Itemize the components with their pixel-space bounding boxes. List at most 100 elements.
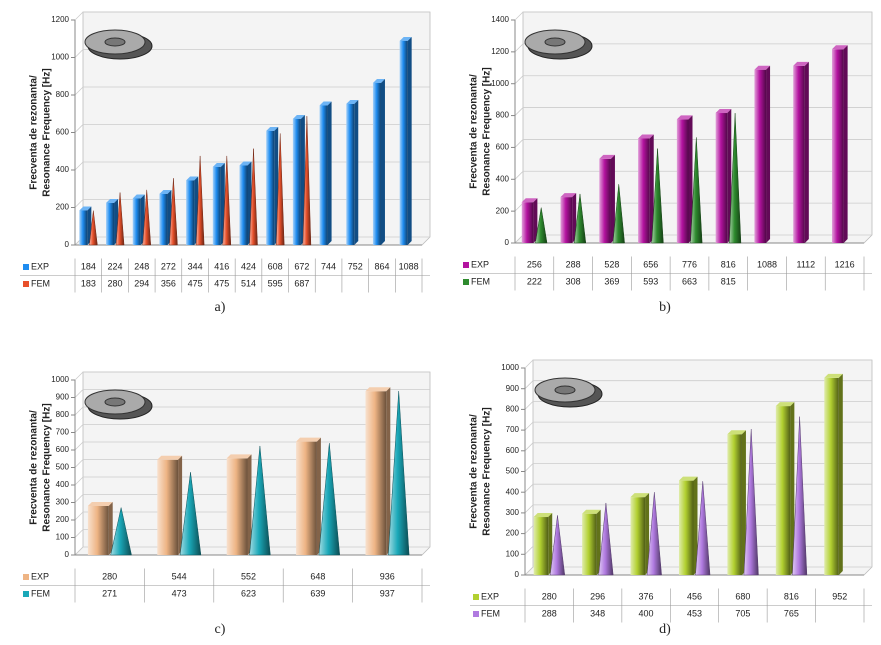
bar [400, 41, 408, 245]
table-value: 952 [832, 591, 847, 601]
legend-swatch [23, 591, 29, 597]
bar [522, 202, 534, 243]
bar-side [805, 62, 809, 243]
y-tick-label: 500 [56, 463, 70, 472]
bar-top [157, 456, 182, 460]
guitar-icon [105, 398, 125, 406]
table-value: 608 [268, 261, 283, 271]
table-value: 687 [294, 278, 309, 288]
bar [793, 66, 805, 243]
legend-label: EXP [31, 571, 49, 581]
bar-side [109, 502, 113, 555]
table-value: 705 [735, 608, 750, 618]
table-value: 544 [172, 571, 187, 581]
table-value: 776 [682, 259, 697, 269]
legend-swatch [473, 611, 479, 617]
y-tick-label: 0 [65, 240, 70, 249]
bar [365, 391, 386, 555]
y-tick-label: 1000 [51, 53, 69, 62]
bar [373, 83, 381, 245]
table-value: 1112 [796, 259, 815, 269]
bar-top [365, 387, 390, 391]
y-tick-label: 800 [56, 410, 70, 419]
legend-swatch [23, 281, 29, 287]
bar-side [839, 374, 843, 575]
table-value: 937 [380, 588, 395, 598]
y-axis-label: Resonance Frequency [Hz] [482, 67, 493, 195]
table-value: 272 [161, 261, 176, 271]
bar [133, 199, 141, 246]
y-tick-label: 200 [496, 206, 510, 215]
table-value: 271 [102, 588, 117, 598]
panel-caption: a) [215, 300, 226, 315]
bar-top [296, 438, 321, 442]
table-value: 222 [527, 276, 542, 286]
y-tick-label: 400 [56, 165, 70, 174]
table-value: 280 [542, 591, 557, 601]
y-tick-label: 1200 [51, 15, 69, 24]
y-tick-label: 800 [56, 90, 70, 99]
bar [631, 497, 646, 575]
table-value: 816 [784, 591, 799, 601]
table-value: 456 [687, 591, 702, 601]
y-tick-label: 900 [56, 393, 70, 402]
bar-side [408, 37, 412, 245]
bar [677, 119, 689, 243]
table-value: 294 [134, 278, 149, 288]
table-value: 416 [214, 261, 229, 271]
table-value: 552 [241, 571, 256, 581]
bar [824, 378, 839, 575]
bar [227, 458, 248, 555]
table-value: 288 [542, 608, 557, 618]
y-tick-label: 100 [56, 533, 70, 542]
panel-caption: d) [659, 622, 671, 637]
bar [582, 514, 597, 575]
y-tick-label: 1400 [491, 15, 509, 24]
legend-label: FEM [481, 608, 500, 618]
bar-side [354, 100, 358, 245]
table-value: 1216 [835, 259, 855, 269]
bar-side [766, 66, 770, 243]
table-value: 639 [310, 588, 325, 598]
table-value: 816 [721, 259, 736, 269]
bar [79, 211, 87, 246]
y-axis-label: Resonance Frequency [Hz] [42, 403, 53, 531]
table-value: 648 [310, 571, 325, 581]
y-tick-label: 1000 [491, 79, 509, 88]
bar-top [88, 502, 113, 506]
bar [296, 442, 317, 555]
legend-swatch [473, 594, 479, 600]
y-tick-label: 700 [506, 425, 520, 434]
bar [266, 131, 274, 245]
panel-caption: b) [659, 300, 671, 315]
y-axis-label: Frecventa de rezonanta/ [29, 410, 40, 525]
table-value: 473 [172, 588, 187, 598]
y-tick-label: 400 [56, 480, 70, 489]
y-tick-label: 200 [56, 203, 70, 212]
table-value: 344 [188, 261, 203, 271]
y-tick-label: 600 [506, 446, 520, 455]
legend-label: FEM [31, 588, 50, 598]
legend-label: EXP [471, 259, 489, 269]
table-value: 280 [108, 278, 123, 288]
table-value: 356 [161, 278, 176, 288]
bar [599, 159, 611, 243]
bar-side [844, 45, 848, 243]
bar [776, 406, 791, 575]
table-value: 256 [527, 259, 542, 269]
table-value: 1088 [399, 261, 419, 271]
y-tick-label: 1000 [51, 375, 69, 384]
table-value: 280 [102, 571, 117, 581]
y-tick-label: 200 [506, 529, 520, 538]
bar [754, 70, 766, 243]
table-value: 623 [241, 588, 256, 598]
bar [727, 434, 742, 575]
bar [346, 104, 354, 245]
table-value: 475 [214, 278, 229, 288]
table-value: 593 [643, 276, 658, 286]
table-value: 672 [294, 261, 309, 271]
guitar-icon [555, 386, 575, 394]
bar [679, 481, 694, 575]
figure: 0 200 400 600 800 1000 1200 Frecventa de rezona… [0, 0, 881, 645]
table-value: 224 [108, 261, 123, 271]
